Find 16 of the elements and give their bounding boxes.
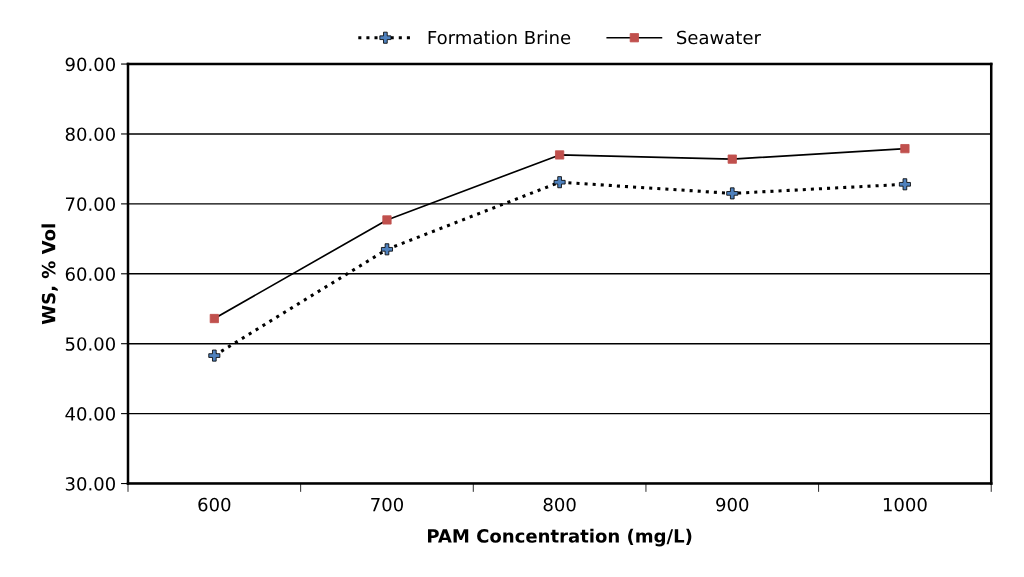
y-tick-label: 70.00 [65, 197, 115, 211]
y-tick-label: 50.00 [65, 337, 115, 351]
x-tick-label: 900 [716, 497, 749, 512]
y-tick-label: 90.00 [65, 57, 115, 72]
x-tick-label: 700 [371, 497, 403, 512]
y-tick-label: 80.00 [65, 127, 115, 142]
legend-label: Formation Brine [428, 30, 571, 45]
legend-label: Seawater [677, 30, 761, 45]
x-tick-label: 1000 [883, 497, 927, 512]
y-tick-label: 30.00 [65, 476, 115, 491]
x-tick-label: 600 [198, 497, 231, 512]
x-axis-title: PAM Concentration (mg/L) [428, 528, 692, 547]
y-tick-label: 60.00 [65, 267, 115, 281]
y-axis-title: WS, % Vol [41, 224, 58, 325]
y-tick-label: 40.00 [65, 407, 115, 421]
x-tick-label: 800 [543, 497, 576, 512]
